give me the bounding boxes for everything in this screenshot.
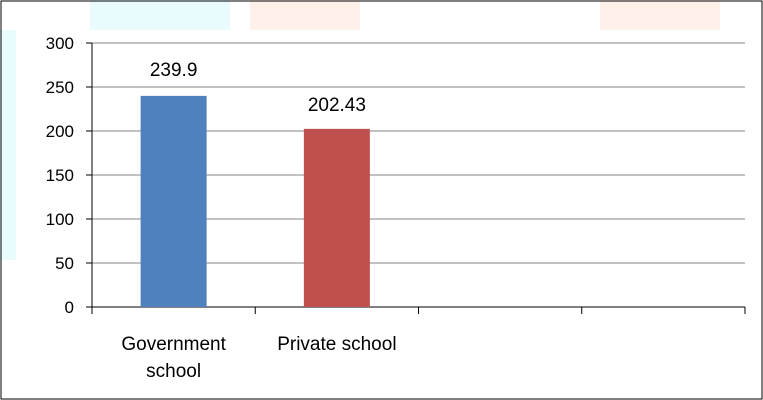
watermark-band-cyan-left <box>0 30 16 260</box>
y-tick-label: 150 <box>46 166 74 185</box>
y-tick-label: 250 <box>46 78 74 97</box>
y-tick-label: 50 <box>55 254 74 273</box>
x-tick-label: Government <box>121 334 226 355</box>
data-label: 239.9 <box>150 60 198 81</box>
x-tick-label: Private school <box>277 334 396 355</box>
y-tick-label: 100 <box>46 210 74 229</box>
y-tick-labels: 0 50 100 150 200 250 300 <box>46 34 74 317</box>
x-tick-label: school <box>146 361 201 382</box>
data-label: 202.43 <box>308 95 366 116</box>
y-tick-label: 0 <box>65 298 74 317</box>
data-labels: 239.9 202.43 <box>150 60 366 116</box>
x-tick-labels: Government school Private school <box>121 334 396 382</box>
y-tick-label: 200 <box>46 122 74 141</box>
bars <box>140 95 370 307</box>
y-tick-label: 300 <box>46 34 74 53</box>
bar-1 <box>303 128 370 307</box>
watermark-band-cyan <box>90 0 230 30</box>
watermark-band-orange-2 <box>600 0 720 30</box>
bar-0 <box>140 95 207 307</box>
watermark-band-orange <box>250 0 360 30</box>
background-watermark <box>0 0 720 260</box>
